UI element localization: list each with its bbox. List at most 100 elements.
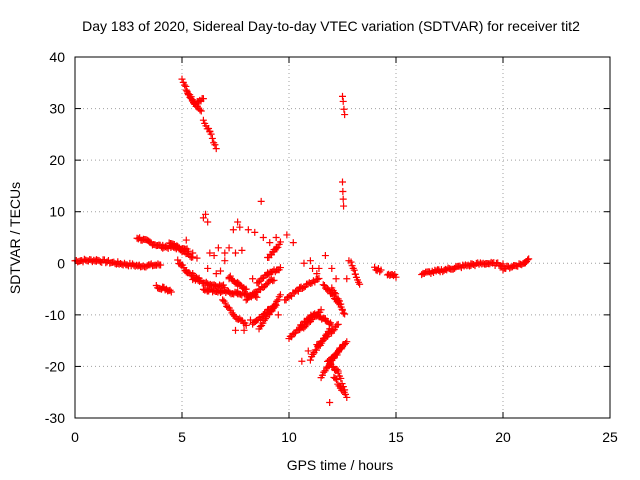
data-point	[273, 244, 281, 252]
data-point	[157, 261, 165, 269]
data-point	[225, 275, 233, 283]
data-point	[212, 270, 220, 278]
data-point	[199, 116, 207, 124]
x-tick-label: 5	[178, 429, 186, 445]
data-point	[199, 95, 207, 103]
data-point	[317, 306, 325, 314]
data-point	[178, 75, 186, 83]
data-point	[315, 264, 323, 272]
data-point	[199, 214, 207, 222]
data-point	[186, 93, 194, 101]
data-point	[263, 280, 271, 288]
data-point	[339, 188, 347, 196]
data-point	[330, 289, 338, 297]
data-point	[167, 288, 175, 296]
data-point	[206, 249, 214, 257]
data-point	[341, 111, 349, 119]
data-point	[240, 326, 248, 334]
data-point	[232, 326, 239, 334]
data-point	[321, 252, 329, 260]
data-point	[338, 380, 346, 388]
data-point	[276, 238, 284, 246]
data-point	[257, 197, 265, 205]
data-point	[332, 290, 340, 298]
x-axis-title: GPS time / hours	[287, 457, 394, 473]
data-point	[246, 316, 254, 324]
y-tick-label: 30	[49, 101, 65, 117]
chart-title: Day 183 of 2020, Sidereal Day-to-day VTE…	[82, 18, 580, 34]
data-point	[524, 256, 532, 264]
data-point	[236, 223, 244, 231]
x-tick-label: 15	[388, 429, 404, 445]
data-point	[339, 97, 347, 105]
data-point	[351, 270, 359, 278]
data-point	[350, 266, 358, 274]
data-point	[337, 374, 345, 382]
data-point	[270, 302, 278, 310]
data-point	[283, 231, 291, 239]
data-point	[274, 296, 282, 304]
data-point	[322, 333, 330, 341]
data-point	[197, 107, 205, 115]
x-tick-label: 20	[495, 429, 511, 445]
data-point	[306, 257, 314, 265]
data-point	[207, 130, 215, 138]
data-point	[318, 371, 326, 379]
data-point	[276, 264, 284, 272]
data-point	[229, 226, 237, 234]
data-point	[211, 141, 219, 149]
data-point	[337, 345, 345, 353]
data-point	[328, 321, 336, 329]
data-point	[225, 244, 233, 252]
data-point	[208, 134, 216, 142]
data-point	[302, 321, 310, 329]
y-axis-title: SDTVAR / TECUs	[7, 182, 23, 294]
y-tick-label: 10	[49, 204, 65, 220]
data-point	[326, 360, 334, 368]
data-point	[273, 297, 281, 305]
data-point	[264, 306, 272, 314]
data-point	[309, 264, 317, 272]
data-point	[329, 327, 337, 335]
data-point	[196, 106, 204, 114]
data-point	[337, 300, 345, 308]
data-point	[339, 92, 346, 100]
data-point	[377, 266, 385, 274]
data-point	[314, 341, 322, 349]
data-point	[254, 279, 262, 287]
data-point	[339, 178, 346, 186]
data-point	[341, 310, 349, 318]
data-point	[340, 202, 348, 210]
axis-ticks	[74, 56, 611, 419]
data-point	[212, 145, 220, 153]
data-point	[181, 81, 189, 89]
data-point	[182, 86, 190, 94]
data-point	[238, 246, 246, 254]
x-tick-label: 0	[71, 429, 79, 445]
data-point	[274, 311, 282, 319]
data-point	[289, 239, 297, 247]
plot-frame	[74, 56, 611, 419]
data-point	[294, 287, 302, 295]
data-point	[229, 311, 237, 319]
data-point	[333, 349, 341, 357]
data-point	[217, 267, 225, 275]
data-point	[340, 105, 348, 113]
data-point	[319, 281, 327, 289]
data-point	[304, 347, 312, 355]
data-point	[182, 236, 190, 244]
data-point	[334, 320, 342, 328]
data-point	[324, 285, 332, 293]
data-point	[313, 270, 321, 278]
data-point	[339, 195, 347, 203]
data-point	[221, 249, 229, 257]
data-point	[392, 273, 400, 281]
data-point	[324, 332, 332, 340]
data-point	[242, 285, 250, 293]
data-point	[214, 244, 222, 252]
data-point	[343, 275, 351, 283]
data-point	[343, 338, 351, 346]
data-point	[341, 386, 349, 394]
data-points	[71, 75, 533, 407]
data-point	[276, 291, 284, 299]
